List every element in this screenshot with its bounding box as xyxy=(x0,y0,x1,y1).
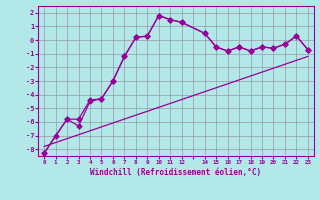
X-axis label: Windchill (Refroidissement éolien,°C): Windchill (Refroidissement éolien,°C) xyxy=(91,168,261,177)
